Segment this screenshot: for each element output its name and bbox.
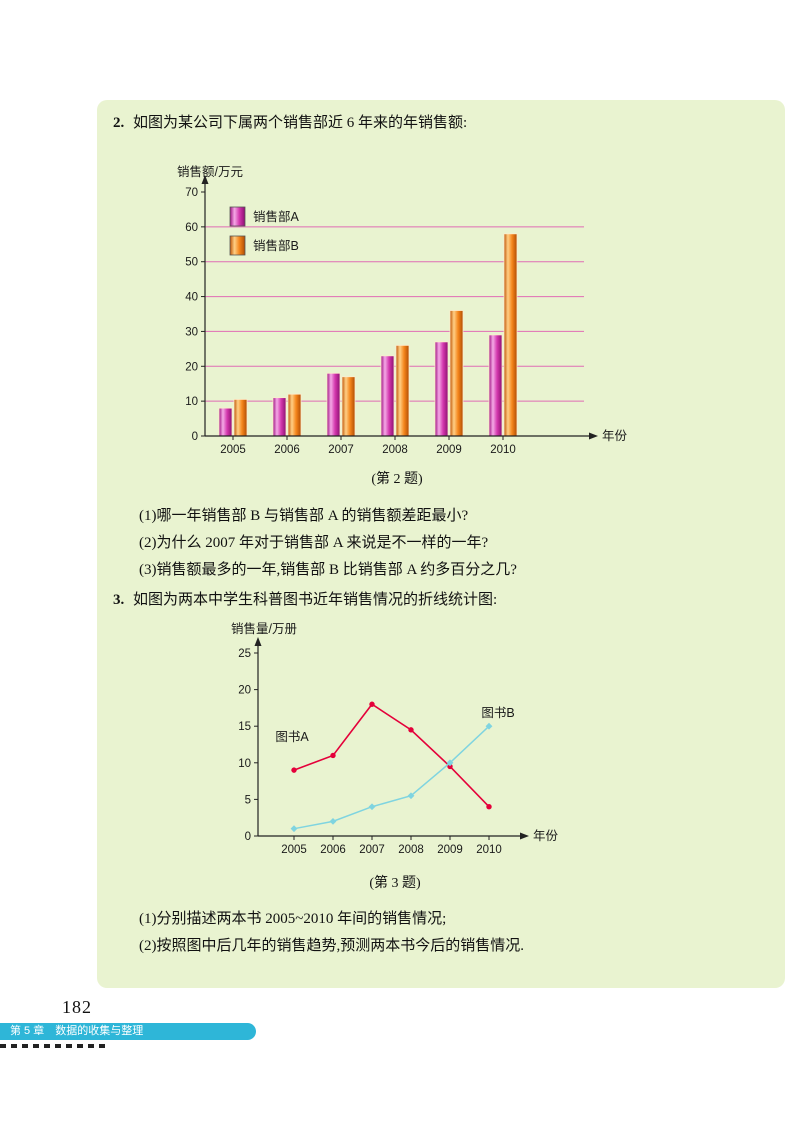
data-point-图书B-2007 <box>368 803 376 811</box>
chapter-footer-label: 第 5 章 数据的收集与整理 <box>10 1025 144 1037</box>
y-tick-label: 70 <box>185 187 198 199</box>
question3-sub1: (1)分别描述两本书 2005~2010 年间的销售情况; <box>139 911 447 927</box>
question2-sub1: (1)哪一年销售部 B 与销售部 A 的销售额差距最小? <box>139 508 469 524</box>
x-tick-label: 2005 <box>220 444 246 456</box>
series-label-图书A: 图书A <box>275 730 309 744</box>
data-point-图书A-2008 <box>408 727 414 733</box>
x-axis-title: 年份 <box>602 429 628 443</box>
books-line-chart: 0 5 10 15 20 25 2005 2006 2007 2008 2009 2010 销售量/万册… <box>231 621 559 856</box>
x-tick-label: 2008 <box>398 844 424 856</box>
question2-sub3: (3)销售额最多的一年,销售部 B 比销售部 A 约多百分之几? <box>139 562 517 578</box>
y-tick-label: 10 <box>238 758 251 770</box>
y-tick-label: 10 <box>185 396 198 408</box>
x-tick-label: 2006 <box>320 844 346 856</box>
y-tick-label: 20 <box>185 361 198 373</box>
x-tick-label: 2008 <box>382 444 408 456</box>
x-tick-label: 2007 <box>328 444 354 456</box>
chart2-caption: (第 2 题) <box>371 472 423 487</box>
x-tick-label: 2010 <box>476 844 502 856</box>
chart3-caption: (第 3 题) <box>369 876 421 891</box>
bar-销售部A-2010 <box>488 334 503 437</box>
y-tick-label: 0 <box>192 431 198 443</box>
bar-销售部A-2008 <box>380 355 395 437</box>
y-tick-label: 50 <box>185 257 198 269</box>
content-panel: 2. 如图为某公司下属两个销售部近 6 年来的年销售额: 0 10 20 30 40 50 6… <box>97 100 785 988</box>
x-tick-label: 2006 <box>274 444 300 456</box>
bar-销售部B-2007 <box>341 376 356 437</box>
series-label-图书B: 图书B <box>481 706 514 720</box>
data-point-图书B-2009 <box>446 759 454 767</box>
bar-销售部A-2005 <box>218 407 233 437</box>
question2-sub2: (2)为什么 2007 年对于销售部 A 来说是不一样的一年? <box>139 535 489 551</box>
question3-prompt: 如图为两本中学生科普图书近年销售情况的折线统计图: <box>133 592 498 608</box>
question2-prompt: 如图为某公司下属两个销售部近 6 年来的年销售额: <box>133 115 468 131</box>
legend-label-销售部A: 销售部A <box>253 209 300 224</box>
data-point-图书A-2007 <box>369 701 375 707</box>
data-point-图书A-2009 <box>447 763 453 770</box>
bar-销售部B-2010 <box>503 233 518 437</box>
legend-label-销售部B: 销售部B <box>253 238 299 253</box>
data-point-图书A-2006 <box>330 752 336 759</box>
y-tick-label: 5 <box>245 794 251 806</box>
y-tick-label: 15 <box>238 721 251 733</box>
x-tick-label: 2009 <box>437 844 463 856</box>
y-tick-label: 40 <box>185 292 198 304</box>
dashed-divider <box>0 1044 110 1048</box>
y-tick-label: 0 <box>245 831 251 843</box>
bar-销售部A-2007 <box>326 372 341 437</box>
x-axis-arrow <box>589 432 598 440</box>
x-tick-label: 2010 <box>490 444 516 456</box>
x-axis-title: 年份 <box>533 829 559 843</box>
y-tick-label: 60 <box>185 222 198 234</box>
bar-销售部B-2008 <box>395 344 410 437</box>
legend-swatch-销售部A <box>229 206 246 227</box>
line-图书B <box>293 725 490 830</box>
y-axis-arrow <box>254 637 262 646</box>
question3-heading: 3. 如图为两本中学生科普图书近年销售情况的折线统计图: <box>113 589 497 611</box>
question3-subquestions: (1)分别描述两本书 2005~2010 年间的销售情况; (2)按照图中后几年… <box>139 906 524 960</box>
question2-heading: 2. 如图为某公司下属两个销售部近 6 年来的年销售额: <box>113 112 467 134</box>
x-tick-label: 2007 <box>359 844 385 856</box>
y-tick-label: 20 <box>238 685 251 697</box>
y-axis-arrow <box>201 175 209 184</box>
bar-销售部B-2006 <box>287 393 302 437</box>
page-number: 182 <box>62 997 92 1017</box>
x-tick-label: 2005 <box>281 844 307 856</box>
legend-swatch-销售部B <box>229 235 246 256</box>
question2-number: 2. <box>113 115 125 131</box>
data-point-图书B-2010 <box>485 722 493 730</box>
bar-销售部A-2006 <box>272 397 287 437</box>
x-axis-arrow <box>520 832 529 840</box>
bar-销售部A-2009 <box>434 341 449 437</box>
data-point-图书A-2005 <box>291 767 297 773</box>
y-tick-label: 30 <box>185 326 198 338</box>
y-axis-title: 销售量/万册 <box>231 621 297 636</box>
question2-subquestions: (1)哪一年销售部 B 与销售部 A 的销售额差距最小? (2)为什么 2007… <box>139 503 517 584</box>
bar-销售部B-2009 <box>449 310 464 437</box>
y-axis-title: 销售额/万元 <box>177 164 243 179</box>
sales-bar-chart: 0 10 20 30 40 50 60 70 2005 2006 2007 2008 2009 2010 销… <box>177 164 628 456</box>
question3-sub2: (2)按照图中后几年的销售趋势,预测两本书今后的销售情况. <box>139 938 524 954</box>
data-point-图书B-2005 <box>290 825 298 833</box>
data-point-图书A-2010 <box>486 804 492 810</box>
y-tick-label: 25 <box>238 648 251 660</box>
line-图书A <box>293 703 490 808</box>
question3-number: 3. <box>113 592 125 608</box>
chapter-footer-bar: 第 5 章 数据的收集与整理 <box>0 1023 256 1040</box>
data-point-图书B-2006 <box>329 817 337 825</box>
bar-销售部B-2005 <box>233 398 248 437</box>
x-tick-label: 2009 <box>436 444 462 456</box>
